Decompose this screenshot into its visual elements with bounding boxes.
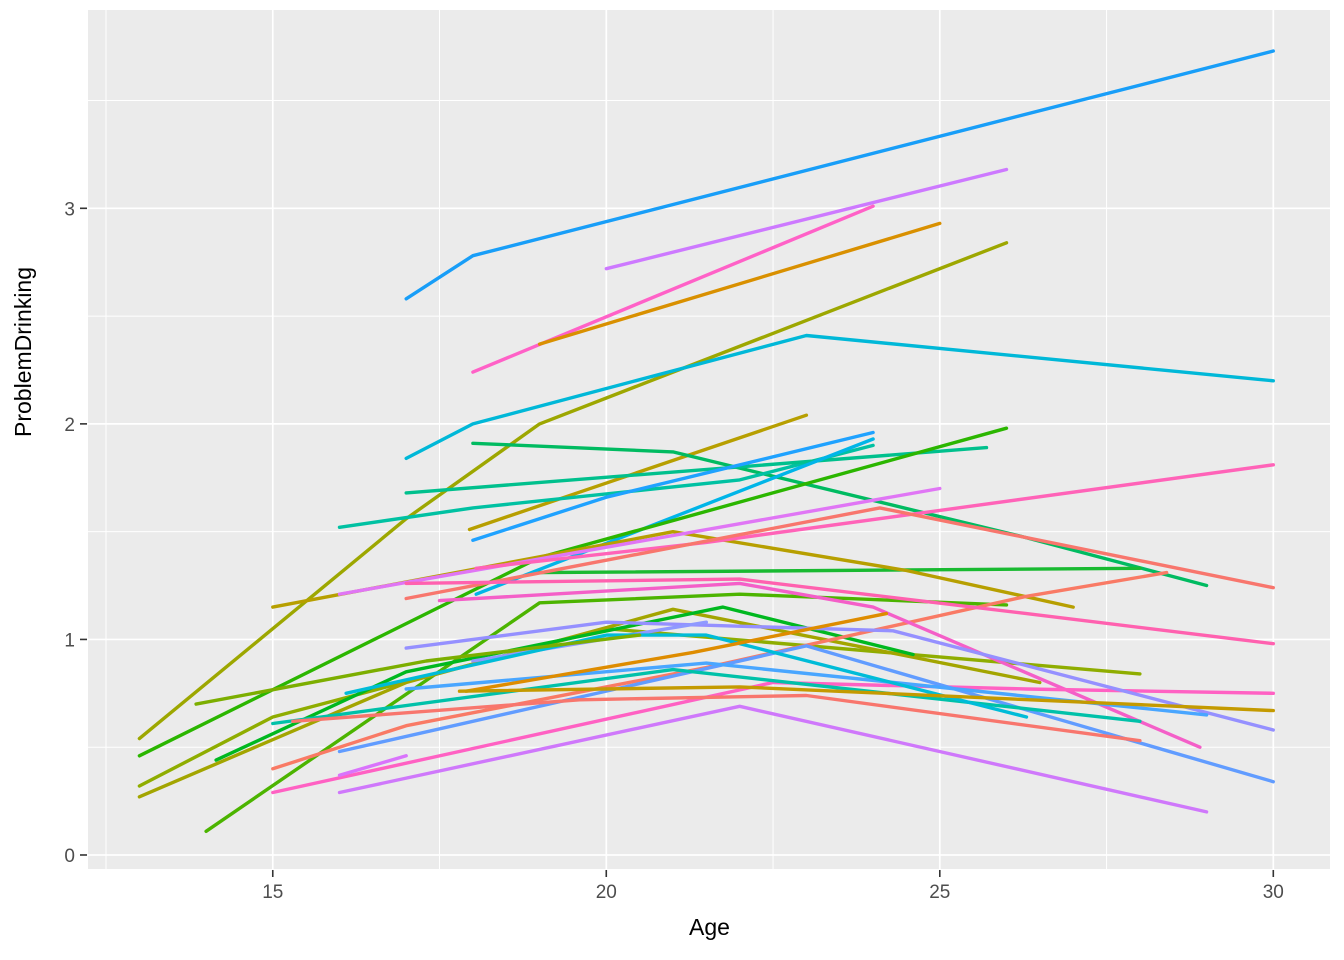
subject-cyan-4 xyxy=(344,633,1029,719)
subject-salmon-b xyxy=(404,506,1276,601)
y-tick-label: 2 xyxy=(64,415,75,436)
subject-emerald-rise xyxy=(404,445,989,495)
subject-orange-2 xyxy=(464,611,889,693)
x-tick-label: 20 xyxy=(596,882,617,903)
grid-major xyxy=(88,10,1330,869)
x-tick-label: 30 xyxy=(1263,882,1284,903)
subject-goldenrod-3 xyxy=(457,685,1276,713)
axis-ticks xyxy=(80,207,1275,877)
subject-green-f xyxy=(214,605,915,762)
subject-blue-top xyxy=(404,49,1276,301)
subject-violet-top xyxy=(604,167,1009,271)
y-tick-label: 3 xyxy=(64,199,75,220)
series-lines xyxy=(137,49,1276,833)
subject-violet-stub xyxy=(337,754,408,777)
tick-labels: 15 20 25 30 0 1 2 3 xyxy=(64,199,1283,903)
subject-blue-2 xyxy=(471,430,875,542)
y-tick-label: 1 xyxy=(64,630,75,651)
subject-violet-long xyxy=(337,704,1209,814)
subject-salmon-c xyxy=(291,693,1142,743)
y-tick-label: 0 xyxy=(64,846,75,867)
subject-orange-top xyxy=(537,221,942,346)
subject-blue-6 xyxy=(404,661,1209,717)
subject-teal-3 xyxy=(271,667,1142,726)
subject-olive-main xyxy=(137,241,1009,741)
subject-mustard-peak xyxy=(467,413,809,532)
subject-cyan-main xyxy=(404,333,1276,461)
subject-yellowgreen xyxy=(194,633,642,706)
x-tick-label: 25 xyxy=(929,882,950,903)
y-axis-title: ProblemDrinking xyxy=(10,266,36,437)
subject-periwinkle-1 xyxy=(404,620,1276,732)
subject-seagreen-decl xyxy=(471,441,1209,588)
subject-green-flat xyxy=(537,566,1142,575)
subject-green-mid xyxy=(204,592,1009,833)
plot-panel xyxy=(88,10,1330,869)
x-tick-label: 15 xyxy=(262,882,283,903)
subject-orchid-1 xyxy=(337,486,942,596)
subject-cyan-3 xyxy=(474,437,875,596)
x-axis-title: Age xyxy=(689,914,730,940)
subject-magenta-5 xyxy=(404,577,1276,646)
subject-pink-steep xyxy=(437,581,1202,749)
